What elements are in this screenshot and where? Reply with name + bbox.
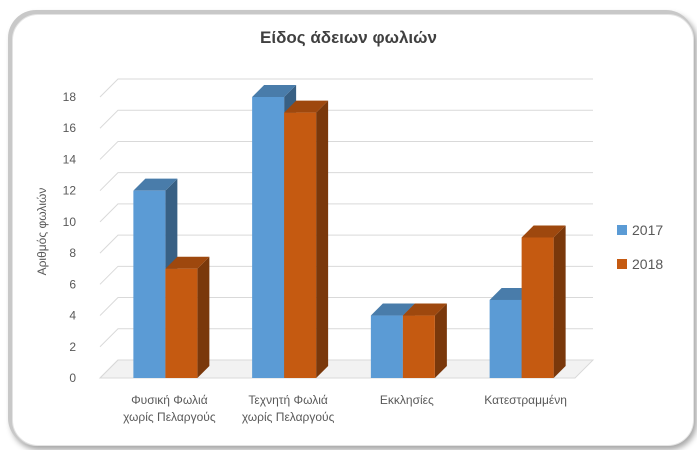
- bar-side: [434, 303, 447, 378]
- y-tick-label: 8: [69, 246, 76, 260]
- bar-top: [402, 303, 447, 316]
- y-axis-label: Αριθμός φωλιών: [35, 188, 49, 276]
- x-tick-label: Τεχνητή Φωλιά: [248, 393, 327, 407]
- x-tick-label: Κατεστραμμένη: [484, 393, 567, 407]
- bar: [489, 299, 522, 378]
- bar: [252, 97, 285, 378]
- bar-top: [284, 100, 329, 113]
- bar-top: [165, 256, 210, 269]
- bar-top: [133, 178, 178, 191]
- bar-side: [553, 225, 566, 378]
- chart-title: Είδος άδειων φωλιών: [260, 28, 437, 47]
- y-tick-label: 4: [69, 309, 76, 323]
- x-tick-label: χωρίς Πελαργούς: [123, 410, 216, 424]
- gridline: [99, 234, 593, 254]
- gridline: [99, 140, 593, 160]
- y-tick-label: 0: [69, 371, 76, 385]
- bar-side: [197, 256, 210, 378]
- bar: [133, 190, 166, 378]
- bar-top: [370, 303, 415, 316]
- bar: [521, 237, 554, 378]
- y-tick-label: 6: [69, 277, 76, 291]
- y-tick-label: 18: [63, 90, 77, 104]
- bar: [165, 268, 198, 378]
- x-tick-label: Φυσική Φωλιά: [131, 393, 208, 407]
- y-tick-label: 14: [63, 152, 77, 166]
- gridline: [99, 172, 593, 192]
- y-tick-label: 16: [63, 121, 77, 135]
- bar-side: [316, 100, 329, 378]
- legend-swatch: [617, 259, 627, 269]
- bar: [370, 315, 403, 378]
- y-tick-label: 10: [63, 215, 77, 229]
- gridline: [99, 265, 593, 285]
- legend-label: 2018: [632, 256, 663, 272]
- legend-label: 2017: [632, 222, 663, 238]
- gridline: [99, 203, 593, 223]
- gridline: [99, 297, 593, 316]
- x-tick-label: Εκκλησίες: [380, 393, 434, 407]
- gridline: [99, 78, 593, 98]
- legend-swatch: [617, 225, 627, 235]
- gridline: [99, 109, 593, 129]
- bar-top: [252, 85, 297, 97]
- y-tick-label: 2: [69, 340, 76, 354]
- bar-top: [521, 225, 566, 238]
- y-tick-label: 12: [63, 184, 77, 198]
- x-tick-label: χωρίς Πελαργούς: [242, 410, 335, 424]
- bar: [284, 112, 317, 378]
- bar: [402, 315, 435, 378]
